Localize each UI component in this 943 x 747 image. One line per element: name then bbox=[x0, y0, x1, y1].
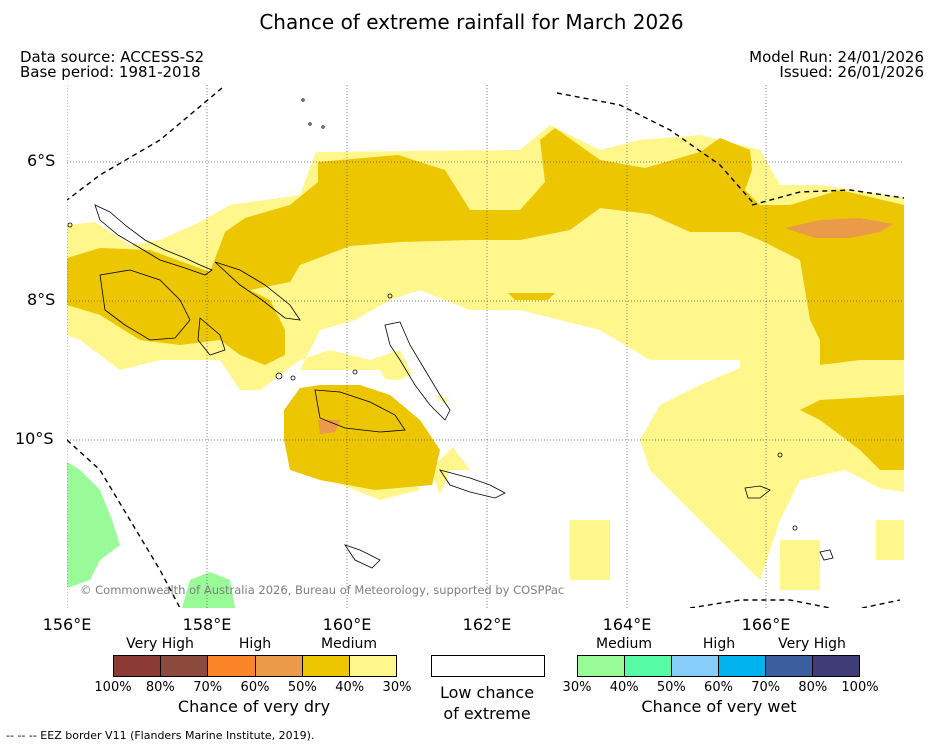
wet-tick-label: 30% bbox=[562, 680, 592, 695]
dry-tick-label: 40% bbox=[335, 680, 365, 695]
wet-medium-zone bbox=[67, 462, 235, 608]
dry-medium-high-zone bbox=[67, 128, 904, 490]
dry-tick-label: 50% bbox=[287, 680, 317, 695]
low-chance-swatch bbox=[431, 655, 545, 677]
wet-tick-label: 40% bbox=[609, 680, 639, 695]
lat-label-10s: 10°S bbox=[15, 429, 54, 448]
dry-swatch-1 bbox=[161, 656, 209, 676]
low-chance-line2: of extreme bbox=[443, 704, 531, 723]
wet-tick-label: 80% bbox=[798, 680, 828, 695]
dry-tick-label: 60% bbox=[240, 680, 270, 695]
lon-label-160e: 160°E bbox=[322, 615, 372, 634]
dry-swatch-2 bbox=[208, 656, 256, 676]
eez-border bbox=[67, 87, 904, 608]
santa-cruz-island bbox=[744, 485, 771, 499]
lon-label-156e: 156°E bbox=[42, 615, 92, 634]
wet-swatch-1 bbox=[625, 656, 672, 676]
dry-tick-label: 70% bbox=[193, 680, 223, 695]
small-island bbox=[819, 549, 834, 561]
santa-isabel-island bbox=[214, 261, 301, 321]
rennell-island bbox=[344, 544, 381, 569]
copyright-credit: © Commonwealth of Australia 2026, Bureau… bbox=[80, 583, 565, 597]
low-chance-line1: Low chance bbox=[439, 683, 535, 702]
wet-swatch-4 bbox=[766, 656, 813, 676]
lat-label-8s: 8°S bbox=[27, 290, 56, 309]
dry-swatch-4 bbox=[302, 656, 350, 676]
dry-tick-label: 30% bbox=[382, 680, 412, 695]
makira-island bbox=[439, 469, 506, 499]
dry-colorbar-title: Chance of very dry bbox=[177, 697, 331, 716]
wet-tick-label: 50% bbox=[656, 680, 686, 695]
lon-label-166e: 166°E bbox=[741, 615, 791, 634]
wet-swatch-5 bbox=[813, 656, 859, 676]
map-canvas bbox=[67, 85, 904, 608]
choiseul-island bbox=[99, 269, 191, 341]
dry-cat-very-high: Very High bbox=[126, 636, 194, 652]
malaita-island bbox=[384, 321, 451, 421]
dry-swatch-0 bbox=[114, 656, 162, 676]
model-run-label: Model Run: 24/01/2026 bbox=[749, 48, 924, 66]
new-georgia-island bbox=[197, 317, 226, 356]
wet-swatch-2 bbox=[672, 656, 719, 676]
dry-swatch-5 bbox=[349, 656, 397, 676]
base-period-label: Base period: 1981-2018 bbox=[20, 63, 201, 81]
wet-cat-medium: Medium bbox=[596, 636, 652, 652]
data-source-label: Data source: ACCESS-S2 bbox=[20, 48, 205, 66]
wet-cat-high: High bbox=[702, 636, 736, 652]
wet-colorbar bbox=[577, 655, 860, 677]
lon-label-162e: 162°E bbox=[462, 615, 512, 634]
wet-swatch-0 bbox=[578, 656, 625, 676]
eez-footnote: -- -- -- EEZ border V11 (Flanders Marine… bbox=[6, 729, 315, 742]
rainfall-map: © Commonwealth of Australia 2026, Bureau… bbox=[67, 85, 904, 608]
lon-label-158e: 158°E bbox=[182, 615, 232, 634]
wet-tick-label: 70% bbox=[751, 680, 781, 695]
lat-label-6s: 6°S bbox=[27, 151, 56, 170]
wet-tick-label: 60% bbox=[704, 680, 733, 695]
low-chance-label: Low chance of extreme bbox=[440, 682, 534, 724]
wet-tick-label: 100% bbox=[841, 680, 879, 695]
chart-title: Chance of extreme rainfall for March 202… bbox=[259, 10, 684, 34]
dry-swatch-3 bbox=[255, 656, 303, 676]
dry-colorbar bbox=[113, 655, 397, 677]
guadalcanal-island bbox=[314, 389, 406, 433]
dry-cat-medium: Medium bbox=[321, 636, 377, 652]
dry-tick-label: 100% bbox=[94, 680, 132, 695]
issued-label: Issued: 26/01/2026 bbox=[779, 63, 924, 81]
graticule bbox=[67, 85, 904, 608]
dry-cat-high: High bbox=[238, 636, 272, 652]
lon-label-164e: 164°E bbox=[602, 615, 652, 634]
dry-tick-label: 80% bbox=[145, 680, 175, 695]
wet-swatch-3 bbox=[719, 656, 766, 676]
bougainville-island bbox=[94, 204, 213, 276]
wet-cat-very-high: Very High bbox=[778, 636, 846, 652]
islands bbox=[67, 98, 834, 569]
wet-colorbar-title: Chance of very wet bbox=[641, 697, 797, 716]
